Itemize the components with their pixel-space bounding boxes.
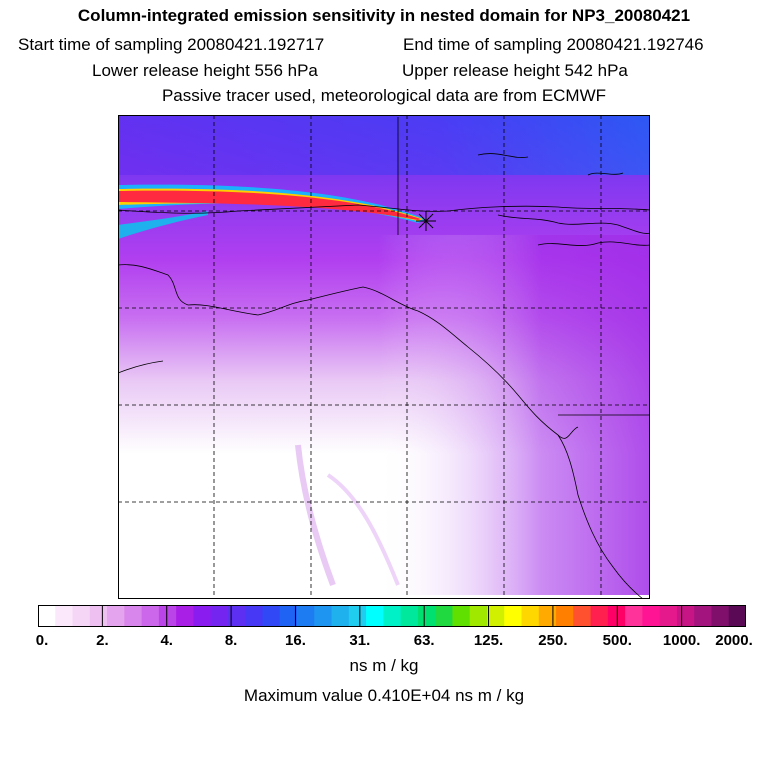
colorbar-swatch — [659, 605, 678, 627]
graticule — [118, 115, 650, 599]
lower-height-text: Lower release height 556 hPa — [92, 61, 318, 80]
colorbar-swatch — [676, 605, 695, 627]
plume-streak — [295, 444, 336, 587]
plume-core — [118, 190, 421, 220]
high-sensitivity-north — [118, 115, 650, 175]
colorbar-tick-label: 8. — [224, 632, 238, 649]
colorbar-swatch — [400, 605, 419, 627]
colorbar-swatch — [556, 605, 574, 627]
colorbar-tick-label: 16. — [285, 632, 306, 649]
colorbar-swatch — [486, 605, 505, 627]
colorbar-swatch — [38, 605, 56, 627]
colorbar-tick-label: 2. — [96, 632, 109, 649]
colorbar-swatch — [504, 605, 523, 627]
colorbar-swatch — [193, 605, 212, 627]
colorbar-swatch — [452, 605, 471, 627]
colorbar-swatch — [590, 605, 609, 627]
colorbar-tick-label: 250. — [538, 632, 568, 649]
colorbar-swatch — [607, 605, 626, 627]
colorbar-swatch — [538, 605, 557, 627]
colorbar-swatch — [72, 605, 91, 627]
colorbar-units: ns m / kg — [349, 656, 419, 675]
colorbar-swatch — [297, 605, 315, 627]
colorbar-swatch — [89, 605, 108, 627]
colorbar-swatch — [573, 605, 592, 627]
colorbar-swatch — [279, 605, 298, 627]
colorbar-swatch — [383, 605, 402, 627]
colorbar-swatch — [227, 605, 246, 627]
end-time-text: End time of sampling 20080421.192746 — [403, 35, 704, 54]
colorbar-swatch — [176, 605, 194, 627]
colorbar-swatch — [521, 605, 540, 627]
colorbar-swatch — [124, 605, 143, 627]
colorbar-swatch — [366, 605, 384, 627]
colorbar-tick-label: 2000. — [715, 632, 753, 649]
sensitivity-map — [118, 115, 650, 599]
map-canvas — [118, 115, 650, 599]
colorbar-swatch — [642, 605, 661, 627]
start-time-text: Start time of sampling 20080421.192717 — [18, 35, 325, 54]
colorbar-swatch — [262, 605, 281, 627]
colorbar-swatch — [210, 605, 229, 627]
release-point-star-icon — [416, 211, 436, 231]
colorbar-tick-label: 4. — [160, 632, 173, 649]
colorbar-swatch — [435, 605, 453, 627]
colorbar-swatch — [331, 605, 350, 627]
colorbar-swatch — [728, 605, 746, 627]
colorbar-swatch — [55, 605, 74, 627]
coastlines — [118, 117, 650, 599]
colorbar-swatch — [141, 605, 160, 627]
colorbar-frame — [38, 605, 746, 627]
colorbar-tick-label: 1000. — [662, 632, 701, 649]
colorbar-swatch — [694, 605, 712, 627]
colorbar — [38, 605, 746, 627]
colorbar-tick-label: 31. — [349, 632, 371, 649]
colorbar-tick-label: 0. — [35, 632, 49, 649]
colorbar-swatch — [245, 605, 263, 627]
figure-title: Column-integrated emission sensitivity i… — [77, 6, 691, 25]
plume-tail — [118, 211, 208, 239]
tracer-note-text: Passive tracer used, meteorological data… — [161, 86, 607, 105]
map-frame — [118, 115, 650, 599]
colorbar-swatch — [625, 605, 643, 627]
colorbar-swatch — [417, 605, 436, 627]
upper-height-text: Upper release height 542 hPa — [402, 61, 628, 80]
plume-streak — [326, 473, 400, 586]
colorbar-tick-label: 63. — [413, 632, 435, 649]
colorbar-tick-label: 500. — [602, 632, 632, 649]
maximum-value-text: Maximum value 0.410E+04 ns m / kg — [243, 686, 525, 705]
colorbar-swatch — [711, 605, 730, 627]
colorbar-swatch — [469, 605, 488, 627]
colorbar-swatch — [348, 605, 367, 627]
colorbar-swatch — [158, 605, 177, 627]
colorbar-swatch — [314, 605, 333, 627]
colorbar-swatch — [107, 605, 125, 627]
colorbar-tick-label: 125. — [473, 632, 504, 649]
